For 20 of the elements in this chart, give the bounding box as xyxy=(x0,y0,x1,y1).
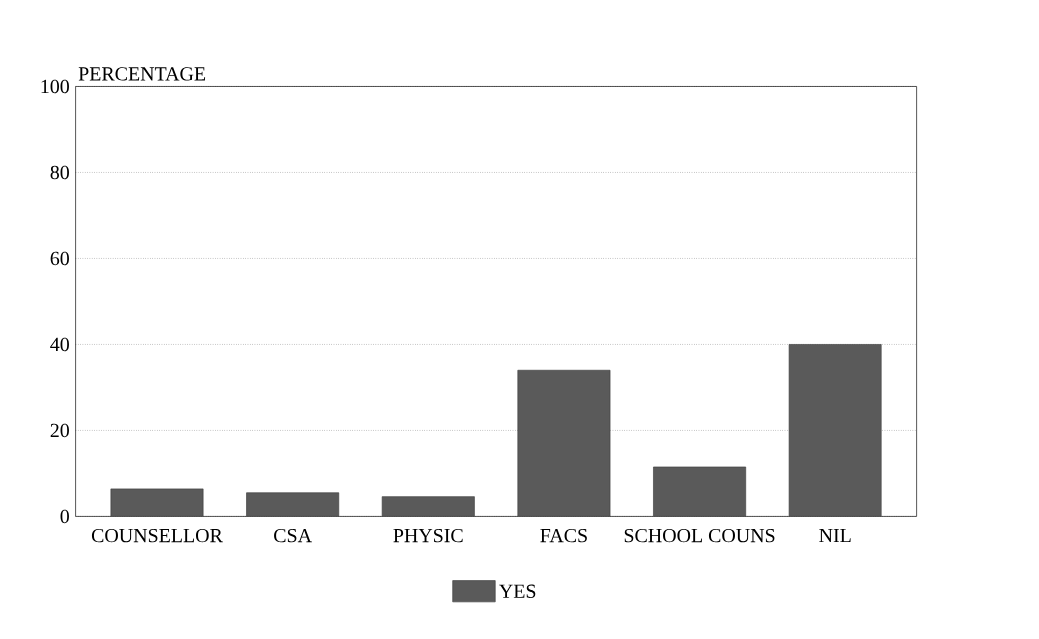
x-tick-label: PHYSIC xyxy=(393,528,463,543)
bar xyxy=(381,496,475,517)
bar xyxy=(788,343,882,517)
y-tick-label: 20 xyxy=(50,423,69,438)
x-tick-label: FACS xyxy=(540,528,587,543)
y-tick-label: 80 xyxy=(50,165,69,180)
y-tick-label: 60 xyxy=(50,251,69,266)
y-axis-title: PERCENTAGE xyxy=(78,67,206,81)
bar xyxy=(110,488,204,517)
y-tick-label: 40 xyxy=(50,337,69,352)
bar xyxy=(246,492,340,517)
bar xyxy=(653,466,747,517)
x-tick-label: CSA xyxy=(274,528,312,543)
x-tick-label: NIL xyxy=(819,528,851,542)
x-tick-label: COUNSELLOR xyxy=(91,528,223,543)
x-tick-label: SCHOOL COUNS xyxy=(624,528,775,543)
legend-label: YES xyxy=(499,584,536,598)
y-tick-label: 100 xyxy=(41,79,69,94)
y-tick-label: 0 xyxy=(60,509,69,524)
bar xyxy=(517,369,611,517)
